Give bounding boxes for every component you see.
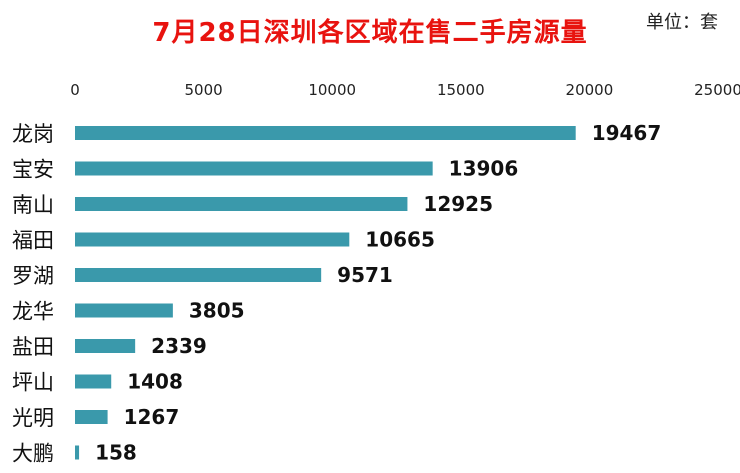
x-tick-label: 10000 <box>308 81 356 99</box>
data-label: 158 <box>95 441 137 465</box>
data-label: 1408 <box>127 370 183 394</box>
bar <box>75 232 350 247</box>
x-tick-label: 0 <box>70 81 80 99</box>
bar <box>75 339 136 353</box>
x-tick-label: 20000 <box>566 81 614 99</box>
unit-label: 单位：套 <box>646 12 718 33</box>
category-label: 坪山 <box>12 371 54 395</box>
data-label: 1267 <box>124 405 180 429</box>
data-label: 13906 <box>449 157 519 181</box>
chart-title: 7月28日深圳各区域在售二手房源量 <box>152 18 588 48</box>
x-tick-label: 15000 <box>437 81 485 99</box>
data-label: 10665 <box>365 228 435 252</box>
category-label: 大鹏 <box>12 442 54 466</box>
category-label: 龙华 <box>12 300 54 324</box>
category-label: 光明 <box>12 406 54 430</box>
category-label: 福田 <box>12 229 54 253</box>
category-label: 宝安 <box>12 158 54 182</box>
bar <box>75 197 408 211</box>
data-label: 2339 <box>151 334 207 358</box>
data-label: 19467 <box>592 121 662 145</box>
bar <box>75 126 576 140</box>
bar <box>75 374 112 389</box>
bar <box>75 303 173 318</box>
category-label: 盐田 <box>12 335 54 359</box>
data-label: 12925 <box>423 192 493 216</box>
bar <box>75 445 80 460</box>
bar <box>75 410 108 424</box>
bar <box>75 268 322 282</box>
data-label: 9571 <box>337 263 393 287</box>
category-label: 罗湖 <box>12 264 54 288</box>
category-label: 南山 <box>12 193 54 217</box>
x-tick-label: 5000 <box>185 81 223 99</box>
category-label: 龙岗 <box>12 122 54 146</box>
x-tick-label: 25000 <box>694 81 740 99</box>
bar <box>75 161 433 176</box>
data-label: 3805 <box>189 299 245 323</box>
